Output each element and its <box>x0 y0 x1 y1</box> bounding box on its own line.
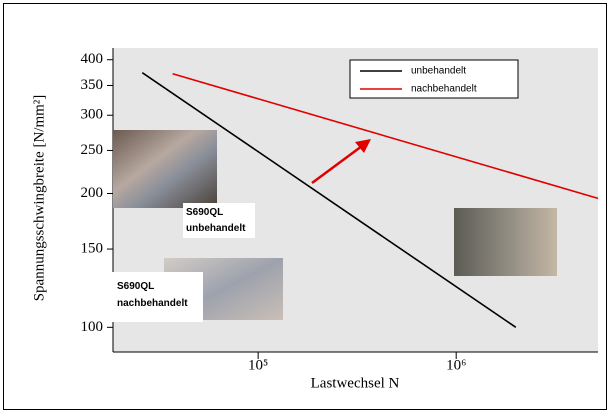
y-tick-label: 350 <box>81 77 104 93</box>
x-axis-title: Lastwechsel N <box>311 375 400 391</box>
annotation: S690QL unbehandelt <box>186 205 256 238</box>
annotation: S690QL nachbehandelt <box>117 278 203 318</box>
x-tick-label: 10⁶ <box>446 357 466 373</box>
legend-label: nachbehandelt <box>411 84 477 95</box>
annotation-text: S690QL unbehandelt <box>186 205 236 237</box>
y-tick-label: 150 <box>81 240 104 256</box>
annotation-text: S690QL nachbehandelt <box>117 278 167 312</box>
photo <box>113 130 217 208</box>
y-tick-label: 200 <box>81 185 104 201</box>
chart: S690QL unbehandelt S690QL nachbehandelt … <box>0 0 610 413</box>
y-tick-label: 250 <box>81 142 104 158</box>
y-tick-label: 400 <box>81 51 104 67</box>
y-tick-label: 300 <box>81 107 104 123</box>
y-axis-title: Spannungsschwingbreite [N/mm²] <box>31 95 47 302</box>
photo <box>454 208 557 276</box>
x-tick-label: 10⁵ <box>248 357 268 373</box>
legend-label: unbehandelt <box>411 66 466 77</box>
y-tick-label: 100 <box>81 319 104 335</box>
